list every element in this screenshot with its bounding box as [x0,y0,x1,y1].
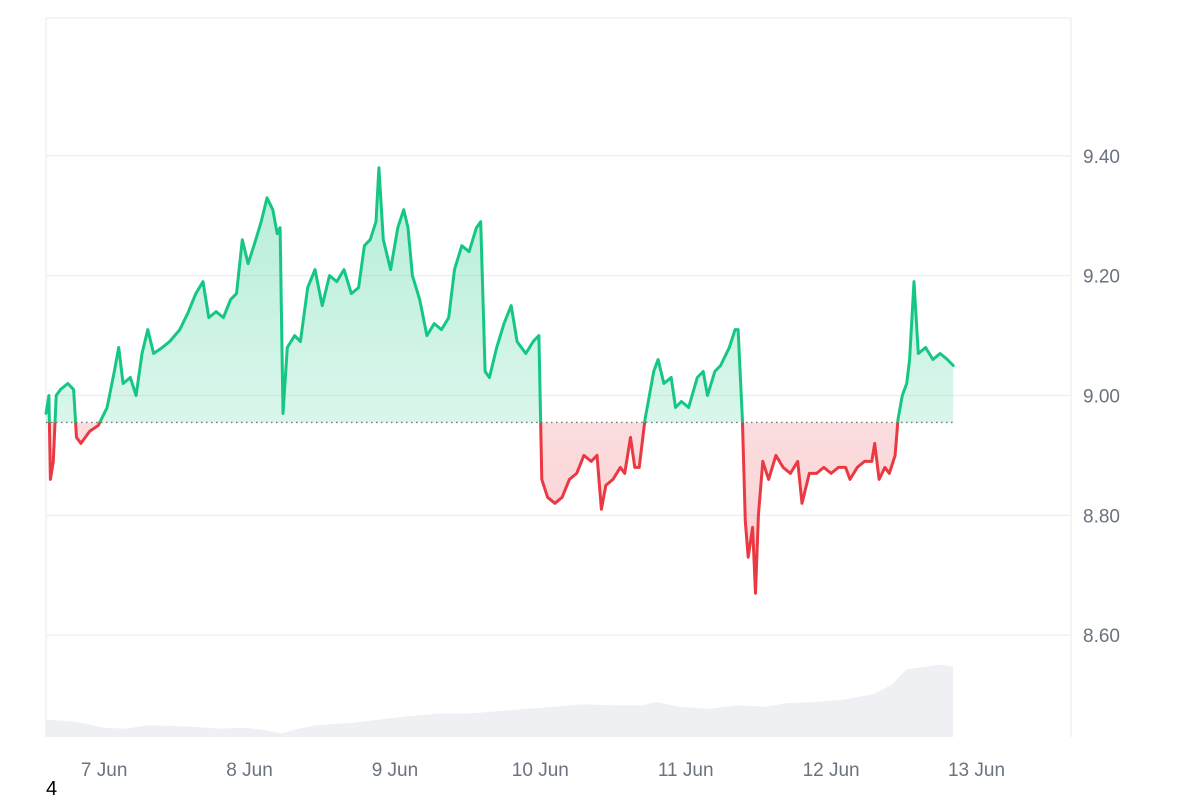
price-area-below-baseline [46,422,954,594]
x-tick-label-1: 8 Jun [226,760,272,781]
x-tick-label-6: 13 Jun [948,760,1005,781]
price-line-below-baseline [47,422,900,595]
x-tick-label-4: 11 Jun [658,760,714,781]
price-line-above-baseline [44,166,955,423]
y-tick-label-2: 9.00 [1083,386,1120,407]
y-tick-label-4: 8.60 [1083,626,1120,647]
x-tick-label-0: 7 Jun [81,760,127,781]
corner-note: 4 [46,778,58,800]
y-axis-labels: 9.40 9.20 9.00 8.80 8.60 [1083,147,1120,647]
x-axis-labels: 7 Jun 8 Jun 9 Jun 10 Jun 11 Jun 12 Jun 13 Jun [81,760,1005,781]
plot-frame [45,17,1072,737]
y-tick-label-3: 8.80 [1083,506,1120,527]
x-tick-label-3: 10 Jun [512,760,569,781]
x-tick-label-2: 9 Jun [372,760,418,781]
y-tick-label-0: 9.40 [1083,147,1120,168]
x-tick-label-5: 12 Jun [803,760,860,781]
y-tick-label-1: 9.20 [1083,267,1120,288]
volume-area [46,664,954,737]
price-area-above-baseline [46,167,954,423]
